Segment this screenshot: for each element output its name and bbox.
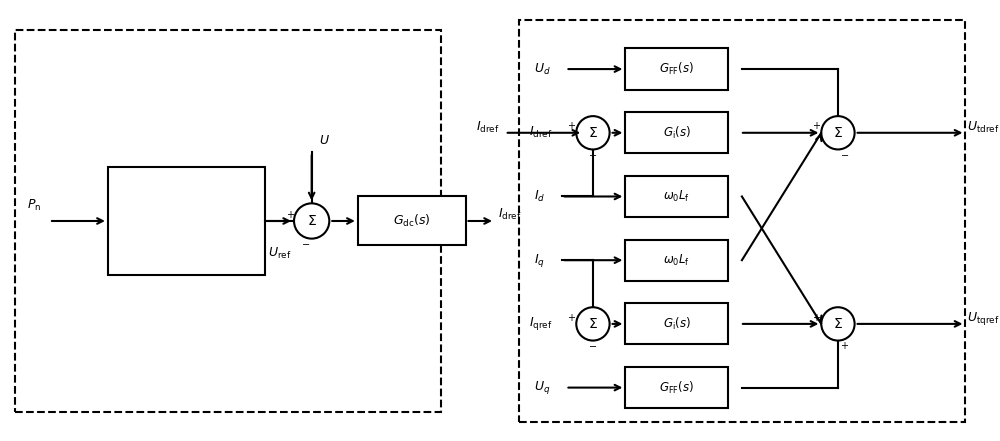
Text: $-$: $-$ [301, 238, 310, 247]
Text: $I_{\rm dref}$: $I_{\rm dref}$ [529, 125, 553, 140]
Text: $G_{\rm i}(s)$: $G_{\rm i}(s)$ [663, 316, 691, 332]
Text: $U_{q}$: $U_{q}$ [534, 379, 551, 396]
Text: $U_{\rm ref}$: $U_{\rm ref}$ [268, 246, 291, 261]
Text: $I_{\rm dref}$: $I_{\rm dref}$ [498, 206, 521, 222]
Text: $+$: $+$ [567, 120, 576, 131]
Text: $\Sigma$: $\Sigma$ [833, 317, 843, 331]
Text: $I_{\rm dref}$: $I_{\rm dref}$ [476, 120, 500, 135]
Text: $U_{\rm tqref}$: $U_{\rm tqref}$ [967, 310, 1000, 328]
FancyBboxPatch shape [358, 197, 466, 246]
Text: $+$: $+$ [567, 311, 576, 322]
Text: $G_{\rm FF}(s)$: $G_{\rm FF}(s)$ [659, 380, 694, 396]
FancyBboxPatch shape [625, 303, 728, 344]
Text: $+$: $+$ [812, 120, 821, 131]
Text: $\omega_0 L_{\rm f}$: $\omega_0 L_{\rm f}$ [663, 189, 690, 204]
Text: $P_{\rm n}$: $P_{\rm n}$ [27, 198, 41, 213]
Text: $\Sigma$: $\Sigma$ [588, 317, 598, 331]
Text: $I_{\rm qref}$: $I_{\rm qref}$ [529, 315, 553, 333]
Text: $-$: $-$ [588, 340, 598, 351]
Text: $+$: $+$ [286, 209, 295, 220]
Text: $G_{\rm dc}\left(s\right)$: $G_{\rm dc}\left(s\right)$ [393, 213, 430, 229]
Circle shape [294, 203, 329, 239]
Text: $\omega_0 L_{\rm f}$: $\omega_0 L_{\rm f}$ [663, 253, 690, 268]
Text: $I_{q}$: $I_{q}$ [534, 252, 545, 269]
Text: $+$: $+$ [840, 340, 849, 351]
Text: $\Sigma$: $\Sigma$ [307, 214, 317, 228]
FancyBboxPatch shape [108, 167, 265, 275]
Text: $G_{\rm i}(s)$: $G_{\rm i}(s)$ [663, 125, 691, 141]
Text: $-$: $-$ [840, 149, 849, 159]
FancyBboxPatch shape [625, 112, 728, 153]
Text: $I_{d}$: $I_{d}$ [534, 189, 545, 204]
Text: $-$: $-$ [588, 149, 598, 159]
Text: $\Sigma$: $\Sigma$ [833, 126, 843, 140]
Circle shape [576, 307, 610, 340]
FancyBboxPatch shape [625, 239, 728, 281]
Circle shape [821, 307, 855, 340]
FancyBboxPatch shape [625, 367, 728, 408]
FancyBboxPatch shape [625, 176, 728, 217]
Text: $U$: $U$ [319, 135, 329, 147]
FancyBboxPatch shape [625, 49, 728, 90]
Text: $\Sigma$: $\Sigma$ [588, 126, 598, 140]
Text: $G_{\rm FF}(s)$: $G_{\rm FF}(s)$ [659, 61, 694, 77]
Text: $U_{\rm tdref}$: $U_{\rm tdref}$ [967, 120, 1000, 135]
Circle shape [821, 116, 855, 149]
Text: $+$: $+$ [812, 311, 821, 322]
Text: $U_{d}$: $U_{d}$ [534, 62, 551, 77]
Circle shape [576, 116, 610, 149]
